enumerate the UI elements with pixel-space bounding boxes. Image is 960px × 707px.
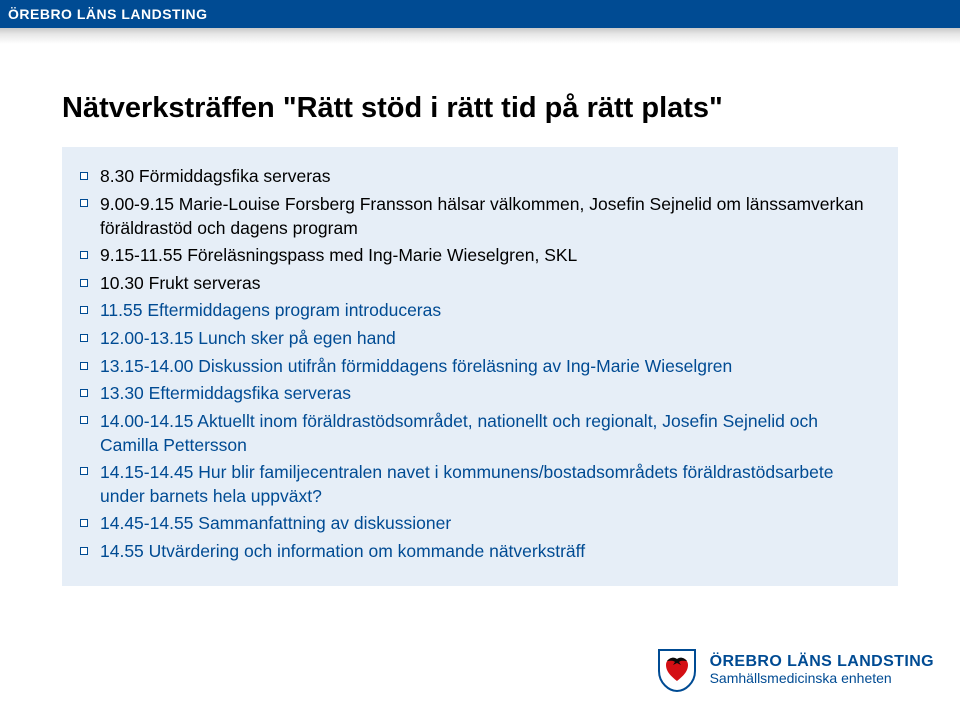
footer-logo: ÖREBRO LÄNS LANDSTING Samhällsmedicinska… — [654, 647, 934, 693]
agenda-text: 10.30 Frukt serveras — [100, 272, 260, 296]
footer-logo-main: ÖREBRO LÄNS LANDSTING — [710, 653, 934, 671]
footer-logo-text: ÖREBRO LÄNS LANDSTING Samhällsmedicinska… — [710, 653, 934, 687]
agenda-item: 13.30 Eftermiddagsfika serveras — [80, 382, 880, 406]
agenda-text: 14.45-14.55 Sammanfattning av diskussion… — [100, 512, 451, 536]
bullet-icon — [80, 389, 88, 397]
agenda-item: 12.00-13.15 Lunch sker på egen hand — [80, 327, 880, 351]
agenda-text: 11.55 Eftermiddagens program introducera… — [100, 299, 441, 323]
agenda-text: 12.00-13.15 Lunch sker på egen hand — [100, 327, 396, 351]
agenda-text: 9.00-9.15 Marie-Louise Forsberg Fransson… — [100, 193, 880, 240]
agenda-item: 9.00-9.15 Marie-Louise Forsberg Fransson… — [80, 193, 880, 240]
agenda-item: 14.45-14.55 Sammanfattning av diskussion… — [80, 512, 880, 536]
bullet-icon — [80, 416, 88, 424]
agenda-item: 13.15-14.00 Diskussion utifrån förmiddag… — [80, 355, 880, 379]
bullet-icon — [80, 519, 88, 527]
agenda-box: 8.30 Förmiddagsfika serveras 9.00-9.15 M… — [62, 147, 898, 585]
agenda-item: 8.30 Förmiddagsfika serveras — [80, 165, 880, 189]
slide-page: ÖREBRO LÄNS LANDSTING Nätverksträffen "R… — [0, 0, 960, 707]
header-gradient — [0, 28, 960, 44]
agenda-item: 14.55 Utvärdering och information om kom… — [80, 540, 880, 564]
bullet-icon — [80, 172, 88, 180]
bullet-icon — [80, 306, 88, 314]
bullet-icon — [80, 467, 88, 475]
agenda-text: 14.55 Utvärdering och information om kom… — [100, 540, 585, 564]
header-bar: ÖREBRO LÄNS LANDSTING — [0, 0, 960, 28]
footer-logo-sub: Samhällsmedicinska enheten — [710, 670, 934, 687]
bullet-icon — [80, 547, 88, 555]
agenda-item: 11.55 Eftermiddagens program introducera… — [80, 299, 880, 323]
agenda-text: 13.15-14.00 Diskussion utifrån förmiddag… — [100, 355, 732, 379]
agenda-item: 9.15-11.55 Föreläsningspass med Ing-Mari… — [80, 244, 880, 268]
content-area: Nätverksträffen "Rätt stöd i rätt tid på… — [0, 44, 960, 586]
agenda-text: 13.30 Eftermiddagsfika serveras — [100, 382, 351, 406]
bullet-icon — [80, 334, 88, 342]
bullet-icon — [80, 279, 88, 287]
agenda-item: 10.30 Frukt serveras — [80, 272, 880, 296]
agenda-text: 9.15-11.55 Föreläsningspass med Ing-Mari… — [100, 244, 577, 268]
agenda-text: 14.00-14.15 Aktuellt inom föräldrastödso… — [100, 410, 880, 457]
agenda-text: 8.30 Förmiddagsfika serveras — [100, 165, 331, 189]
slide-title: Nätverksträffen "Rätt stöd i rätt tid på… — [62, 92, 898, 125]
heart-eagle-icon — [654, 647, 700, 693]
bullet-icon — [80, 199, 88, 207]
header-org-name: ÖREBRO LÄNS LANDSTING — [8, 6, 208, 22]
agenda-text: 14.15-14.45 Hur blir familjecentralen na… — [100, 461, 880, 508]
bullet-icon — [80, 251, 88, 259]
bullet-icon — [80, 362, 88, 370]
agenda-item: 14.00-14.15 Aktuellt inom föräldrastödso… — [80, 410, 880, 457]
agenda-item: 14.15-14.45 Hur blir familjecentralen na… — [80, 461, 880, 508]
